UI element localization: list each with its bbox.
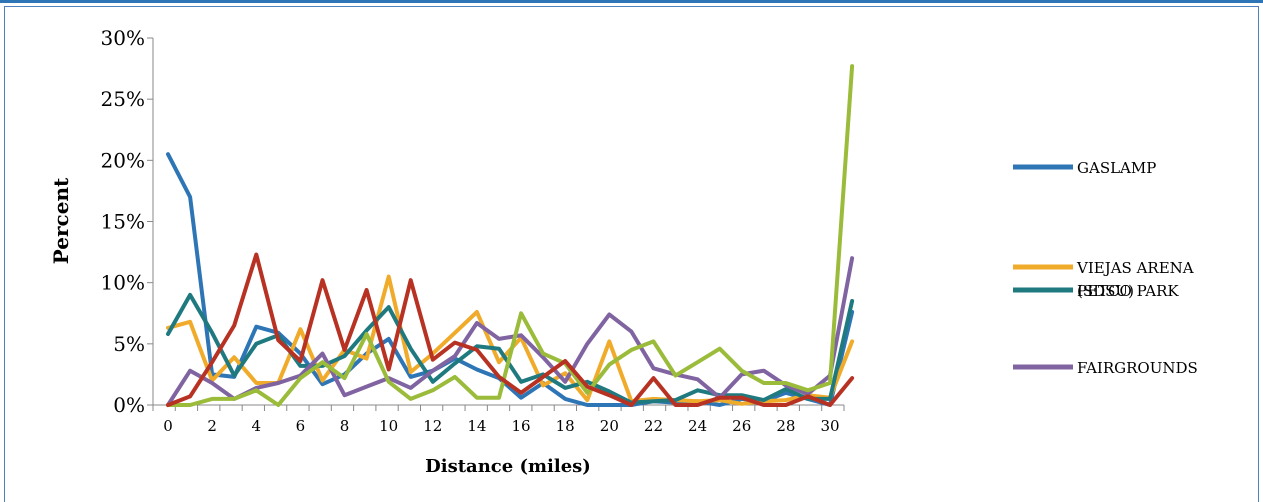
y-tick-label: 0%	[113, 393, 145, 417]
legend-label: GASLAMP	[1077, 159, 1156, 177]
x-tick-label: 2	[207, 417, 217, 435]
x-tick-label: 22	[644, 417, 663, 435]
series-line-petco-park	[166, 292, 855, 405]
y-tick-label: 20%	[101, 148, 145, 172]
series-line-unlabeled-5	[166, 252, 855, 407]
y-tick-label: 15%	[101, 210, 145, 234]
x-tick-label: 16	[512, 417, 531, 435]
x-tick-label: 12	[423, 417, 442, 435]
x-tick-label: 24	[688, 417, 707, 435]
series-line-gaslamp	[166, 152, 855, 407]
series-line-fairgrounds	[166, 256, 855, 407]
x-tick-label: 10	[379, 417, 398, 435]
x-tick-label: 30	[820, 417, 839, 435]
y-tick-label: 5%	[113, 332, 145, 356]
y-axis-label: Percent	[49, 177, 73, 264]
x-tick-label: 6	[296, 417, 306, 435]
x-tick-label: 26	[732, 417, 751, 435]
x-tick-label: 20	[600, 417, 619, 435]
x-tick-label: 0	[163, 417, 173, 435]
x-tick-label: 8	[340, 417, 350, 435]
y-tick-label: 10%	[101, 271, 145, 295]
x-tick-label: 18	[556, 417, 575, 435]
y-tick-label: 25%	[101, 87, 145, 111]
x-tick-label: 4	[251, 417, 261, 435]
y-tick-label: 30%	[101, 26, 145, 50]
legend-label: VIEJAS ARENA	[1076, 259, 1194, 277]
x-tick-label: 28	[776, 417, 795, 435]
chart-border	[4, 6, 1259, 502]
legend-label: PETCO PARK	[1077, 282, 1179, 300]
legend-label: (SDSU)	[1077, 282, 1134, 300]
series-line-unlabeled-4	[166, 64, 855, 407]
x-tick-label: 14	[467, 417, 486, 435]
legend: GASLAMP VIEJAS ARENA (SDSU)PETCO PARK FAIRG…	[1013, 159, 1198, 377]
legend-label: FAIRGROUNDS	[1077, 359, 1198, 377]
x-axis-label: Distance (miles)	[425, 456, 591, 477]
top-border-strip	[0, 0, 1263, 3]
tick-group: 0%5%10%15%20%25%30%0 2 4 6 8 10 12 14 16 18 20 22 24…	[101, 26, 845, 435]
series-group	[166, 64, 855, 407]
